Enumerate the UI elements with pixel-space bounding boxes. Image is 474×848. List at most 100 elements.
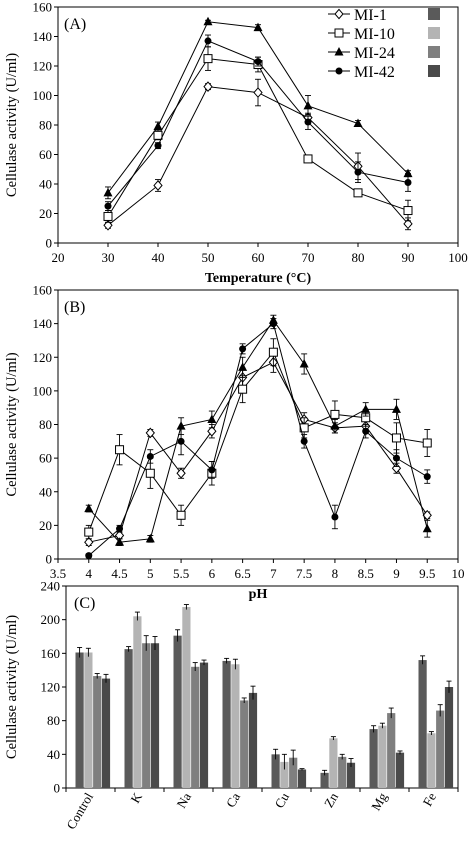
data-point: [207, 425, 217, 437]
series-line: [88, 322, 428, 557]
y-tick-label: 20: [39, 206, 52, 221]
x-tick-label: 7: [270, 566, 277, 581]
data-point: [392, 454, 400, 462]
data-point: [84, 503, 94, 513]
bar-mi-42: [395, 752, 405, 788]
data-point: [145, 427, 155, 439]
x-tick-label: 40: [152, 250, 165, 265]
data-point: [84, 536, 94, 548]
data-point: [204, 37, 212, 45]
bar-chart-panel-c: 0 40 80 120 160 200 240 Cellulase activity (U/m…: [4, 579, 459, 832]
legend-marker: [334, 8, 344, 20]
series-mi-42: [104, 34, 412, 212]
bar-mi-10: [182, 607, 191, 788]
data-point: [362, 427, 370, 435]
x-tick-label: 80: [352, 250, 365, 265]
legend-marker: [334, 28, 344, 38]
data-point: [303, 100, 313, 110]
legend-marker: [335, 67, 343, 75]
y-tick-label: 40: [39, 177, 52, 192]
data-point: [403, 218, 413, 230]
data-point: [391, 433, 401, 443]
x-axis-label: Temperature (°C): [205, 271, 312, 286]
y-tick-label: 20: [39, 518, 52, 533]
x-axis-label: pH: [249, 587, 268, 602]
bar-mi-10: [280, 761, 289, 788]
y-tick-label: 0: [46, 236, 53, 251]
bar-mi-24: [387, 713, 396, 788]
x-tick-label: Control: [63, 790, 96, 832]
legend-bar-swatch: [428, 65, 440, 77]
legend-label: MI-42: [354, 64, 395, 81]
x-tick-label: 10: [452, 566, 465, 581]
series-line: [88, 351, 428, 533]
y-tick-label: 0: [54, 781, 61, 796]
y-tick-label: 0: [46, 552, 53, 567]
bar-mi-42: [346, 762, 356, 788]
x-tick-label: Na: [174, 790, 195, 811]
legend-marker: [334, 47, 344, 56]
data-point: [254, 58, 262, 66]
legend: MI-1 MI-10 MI-24 MI-42: [328, 7, 440, 81]
legend-bar-swatch: [428, 46, 440, 58]
bar-mi-1: [222, 660, 231, 788]
bar-mi-1: [271, 754, 280, 788]
series-mi-24: [103, 16, 413, 200]
data-point: [103, 211, 113, 221]
bar-mi-10: [133, 616, 142, 788]
x-tick-label: Zn: [321, 790, 341, 810]
data-point: [104, 202, 112, 210]
x-tick-label: 4: [86, 566, 93, 581]
data-point: [85, 552, 93, 560]
data-point: [153, 130, 163, 140]
legend-entry-mi-24: MI-24: [328, 45, 440, 62]
data-point: [304, 118, 312, 126]
series-mi-10: [84, 338, 432, 540]
y-tick-label: 160: [41, 646, 61, 661]
series-mi-42: [85, 318, 431, 560]
legend-label: MI-1: [354, 7, 387, 24]
data-point: [403, 206, 413, 216]
data-point: [208, 466, 216, 474]
data-point: [268, 347, 278, 357]
panel-label: (A): [64, 16, 86, 33]
bar-mi-10: [84, 652, 93, 788]
bar-mi-1: [320, 772, 329, 788]
data-point: [299, 358, 309, 368]
data-point: [422, 523, 432, 533]
data-point: [145, 533, 155, 543]
bar-mi-24: [142, 643, 151, 788]
y-tick-label: 120: [33, 59, 53, 74]
bar-mi-42: [199, 662, 209, 788]
data-point: [176, 510, 186, 520]
x-tick-label: 100: [448, 250, 468, 265]
data-point: [422, 438, 432, 448]
x-tick-label: Cu: [272, 790, 293, 811]
bar-mi-24: [191, 666, 200, 788]
x-tick-label: 4.5: [111, 566, 127, 581]
y-axis-label: Cellulase activity (U/ml): [4, 352, 20, 496]
y-tick-label: 240: [41, 579, 61, 594]
data-point: [331, 513, 339, 521]
data-point: [176, 467, 186, 479]
data-point: [84, 527, 94, 537]
data-point: [203, 54, 213, 64]
bar-mi-24: [240, 700, 249, 788]
y-tick-label: 60: [39, 147, 52, 162]
legend-entry-mi-10: MI-10: [328, 26, 440, 43]
data-point: [153, 180, 163, 191]
data-point: [146, 452, 154, 460]
y-tick-label: 120: [33, 350, 53, 365]
legend-bar-swatch: [428, 8, 440, 20]
data-point: [207, 414, 217, 423]
legend-label: MI-10: [354, 26, 395, 43]
x-tick-label: Mg: [368, 790, 390, 814]
series-mi-24: [84, 314, 432, 546]
legend-bar-swatch: [428, 27, 440, 39]
data-point: [153, 121, 163, 130]
data-point: [116, 525, 124, 533]
bar-mi-1: [173, 635, 182, 788]
data-point: [361, 404, 371, 413]
bar-mi-1: [418, 660, 427, 788]
